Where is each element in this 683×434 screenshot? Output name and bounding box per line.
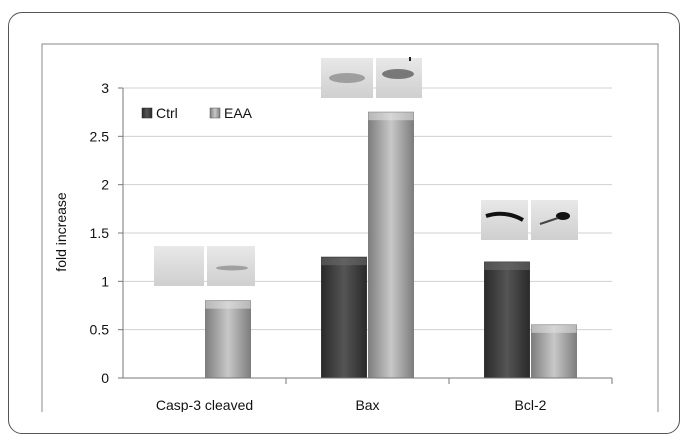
y-tick-label: 3 (101, 80, 109, 96)
blot-band (216, 265, 248, 271)
blot-band (382, 69, 414, 79)
category-label-bax: Bax (355, 397, 379, 412)
bars (205, 111, 577, 379)
blot-inset-bax (321, 57, 422, 98)
y-axis-title: fold increase (53, 192, 69, 272)
legend-label-ctrl: Ctrl (156, 105, 178, 121)
bar-ctrl-bax (321, 256, 367, 379)
bar-bevel (531, 324, 577, 333)
y-tick-label: 0.5 (90, 322, 110, 338)
legend-swatch-ctrl (141, 107, 153, 119)
bar-eaa-casp-3-cleaved (205, 300, 251, 379)
blot-band (485, 211, 524, 222)
y-tick-label: 1 (101, 273, 109, 289)
y-tick-label: 0 (101, 370, 109, 386)
blot-inset-bcl2 (481, 200, 578, 240)
bar-ctrl-bcl-2 (484, 261, 530, 379)
bar-eaa-bax (368, 111, 414, 379)
y-tick-labels: 0 0.5 1 1.5 2 2.5 3 (90, 80, 123, 386)
blot-band (556, 212, 570, 220)
y-tick-label: 1.5 (90, 225, 110, 241)
y-tick-label: 2.5 (90, 128, 110, 144)
bar-bevel (205, 300, 251, 309)
legend: Ctrl EAA (141, 105, 253, 121)
bar-chart: 0 0.5 1 1.5 2 2.5 3 fold increase Casp-3 cleav… (41, 43, 659, 412)
blot-band (539, 217, 559, 225)
category-labels: Casp-3 cleaved Bax Bcl-2 (156, 397, 547, 412)
blot-band (329, 73, 365, 83)
bar-bevel (368, 112, 414, 121)
y-tick-label: 2 (101, 177, 109, 193)
blot-lane-ctrl (154, 246, 204, 286)
blot-inset-casp3 (154, 246, 255, 286)
bar-bevel (321, 257, 367, 266)
blot-mark (409, 57, 411, 61)
category-label-bcl-2: Bcl-2 (515, 397, 547, 412)
legend-label-eaa: EAA (224, 105, 253, 121)
category-label-casp-3-cleaved: Casp-3 cleaved (156, 397, 253, 412)
bar-bevel (484, 262, 530, 270)
legend-swatch-eaa (209, 107, 221, 119)
